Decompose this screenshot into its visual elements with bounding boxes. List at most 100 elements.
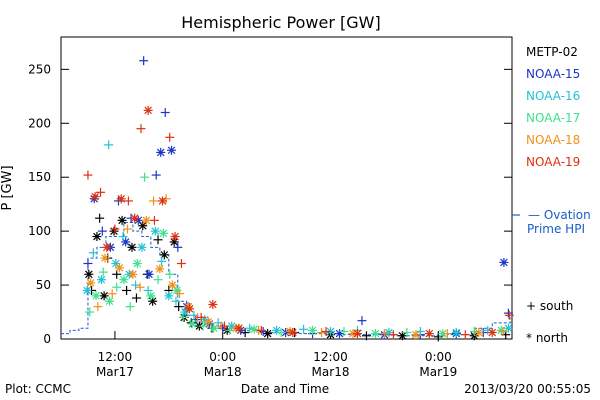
data-point xyxy=(114,263,124,273)
data-point xyxy=(225,325,235,335)
x-tick-time: 0:00 xyxy=(425,350,452,364)
legend-item: METP-02 xyxy=(526,45,578,59)
data-point xyxy=(86,278,96,288)
x-tick-time: 12:00 xyxy=(98,350,133,364)
data-point xyxy=(95,213,105,223)
data-point xyxy=(176,259,186,268)
data-point xyxy=(131,293,141,303)
data-point xyxy=(442,329,452,339)
data-point xyxy=(258,326,268,336)
data-point xyxy=(158,228,168,238)
south-marker-legend: + south xyxy=(526,299,573,313)
data-point xyxy=(165,132,175,142)
data-point xyxy=(135,282,145,292)
data-point xyxy=(156,147,166,157)
data-point xyxy=(352,329,362,339)
data-point xyxy=(234,323,244,333)
data-point xyxy=(496,325,506,335)
x-axis-label: Date and Time xyxy=(241,382,329,396)
data-point xyxy=(165,269,175,279)
y-tick-label: 200 xyxy=(28,116,51,130)
data-point xyxy=(139,56,149,66)
north-marker-legend: * north xyxy=(526,331,568,345)
data-point xyxy=(187,319,197,329)
data-point xyxy=(503,323,513,333)
y-tick-label: 50 xyxy=(36,278,51,292)
data-point xyxy=(117,215,127,225)
data-point xyxy=(487,328,497,338)
data-point xyxy=(218,323,228,333)
data-point xyxy=(119,275,129,285)
data-point xyxy=(357,316,367,326)
data-point xyxy=(361,331,371,341)
data-point xyxy=(159,250,169,260)
data-point xyxy=(137,242,147,252)
data-point xyxy=(144,269,154,279)
x-tick-date: Mar19 xyxy=(419,365,457,379)
data-point xyxy=(96,275,106,285)
data-point xyxy=(91,291,101,301)
data-point xyxy=(178,312,188,322)
data-point xyxy=(138,221,148,231)
data-point xyxy=(127,242,137,252)
x-tick-time: 12:00 xyxy=(313,350,348,364)
data-points xyxy=(82,56,514,342)
data-point xyxy=(105,296,115,306)
data-point xyxy=(151,170,161,180)
x-tick-date: Mar18 xyxy=(204,365,242,379)
legend-item: NOAA-19 xyxy=(526,155,580,169)
data-point xyxy=(153,275,163,285)
x-tick-time: 0:00 xyxy=(209,350,236,364)
data-point xyxy=(174,302,184,312)
y-tick-label: 250 xyxy=(28,62,51,76)
data-point xyxy=(128,269,138,279)
chart-title: Hemispheric Power [GW] xyxy=(181,13,380,32)
data-point xyxy=(256,325,266,335)
plot-frame xyxy=(60,36,513,340)
legend-item: NOAA-17 xyxy=(526,111,580,125)
data-point xyxy=(317,328,327,338)
data-point xyxy=(93,302,103,312)
data-point xyxy=(100,253,110,263)
ovation-legend-label-1: — Ovation xyxy=(528,208,591,222)
data-point xyxy=(498,326,508,336)
data-point xyxy=(149,215,159,225)
x-tick-date: Mar17 xyxy=(96,365,134,379)
data-point xyxy=(83,170,93,180)
data-point xyxy=(112,282,122,292)
data-point xyxy=(203,317,213,327)
data-point xyxy=(104,140,114,150)
data-point xyxy=(276,328,286,338)
data-point xyxy=(143,105,153,115)
data-point xyxy=(402,328,412,338)
data-point xyxy=(116,194,126,204)
data-point xyxy=(175,289,185,299)
data-point xyxy=(171,296,181,306)
data-point xyxy=(158,196,168,206)
data-point xyxy=(109,226,119,236)
data-point xyxy=(424,329,434,339)
data-point xyxy=(220,321,230,331)
data-point xyxy=(272,325,282,335)
data-point xyxy=(167,145,177,155)
data-point xyxy=(208,299,218,309)
data-point xyxy=(140,172,150,182)
data-point xyxy=(173,242,183,252)
data-point xyxy=(370,329,380,339)
data-point xyxy=(132,259,142,268)
data-point xyxy=(130,213,140,223)
data-point xyxy=(198,321,208,331)
data-point xyxy=(123,196,133,206)
legend-item: NOAA-18 xyxy=(526,133,580,147)
data-point xyxy=(110,224,120,234)
data-point xyxy=(122,285,132,295)
data-point xyxy=(503,308,513,318)
x-tick-date: Mar18 xyxy=(312,365,350,379)
data-point xyxy=(107,289,117,299)
data-point xyxy=(97,226,107,236)
data-point xyxy=(379,329,389,339)
data-point xyxy=(308,325,318,335)
data-point xyxy=(155,264,165,274)
data-point xyxy=(160,108,170,117)
data-point xyxy=(85,307,95,317)
